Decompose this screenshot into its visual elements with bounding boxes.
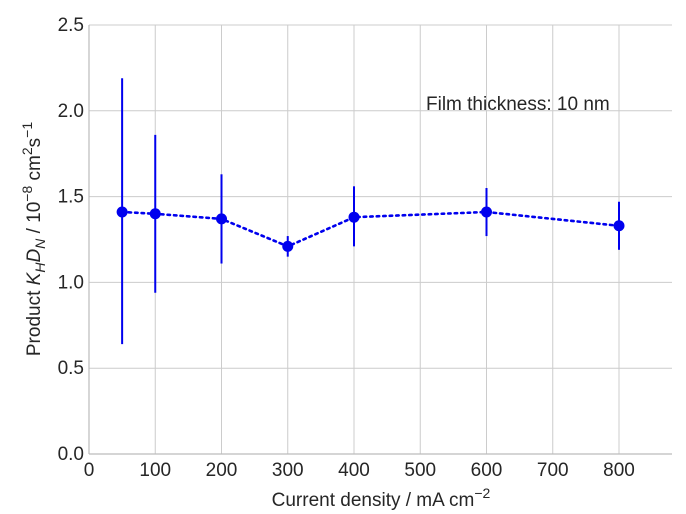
y-axis-label: Product KHDN / 10−8 cm2s−1 [19,122,48,356]
x-axis-label-text: Current density / mA cm [272,490,475,511]
y-tick-label-2: 1.0 [58,272,84,293]
y-tick-labels: 0.0 0.5 1.0 1.5 2.0 2.5 [58,15,84,465]
y-tick-label-1: 0.5 [58,358,84,379]
x-tick-label-3: 300 [272,460,304,481]
y-label-d: D [24,249,45,263]
data-point-0 [116,206,128,218]
x-tick-label-7: 700 [537,460,569,481]
data-point-4 [348,211,360,223]
y-tick-label-5: 2.5 [58,15,84,36]
x-tick-label-6: 600 [471,460,503,481]
y-label-k-sub: H [32,262,48,273]
y-tick-label-4: 2.0 [58,101,84,122]
data-point-2 [216,213,227,225]
y-label-part1: Product [24,285,45,356]
x-axis-label-exponent: −2 [474,485,490,501]
y-label-k: K [24,271,45,285]
y-label-exp2: 2 [19,147,35,155]
data-points [116,206,625,252]
axes [88,25,672,455]
x-tick-label-0: 0 [84,460,95,481]
error-bars [121,78,620,345]
y-label-exp1: −8 [19,186,35,202]
x-tick-label-8: 800 [603,460,635,481]
x-tick-label-4: 400 [338,460,370,481]
y-label-part2: / 10 [24,202,45,239]
x-tick-labels: 0 100 200 300 400 500 600 700 800 [84,460,635,481]
data-point-5 [481,206,492,218]
film-thickness-annotation: Film thickness: 10 nm [426,94,610,115]
grid-lines [88,24,672,455]
y-label-d-sub: N [32,238,48,249]
x-tick-label-5: 500 [404,460,436,481]
y-label-exp3: −1 [19,122,35,138]
data-point-1 [149,208,161,220]
data-point-3 [282,240,294,252]
data-point-6 [613,220,625,232]
series-line [120,210,621,248]
series-line-0 [120,210,621,248]
x-tick-label-1: 100 [139,460,171,481]
y-label-part4: s [24,138,45,148]
x-axis-label: Current density / mA cm−2 [272,485,491,511]
x-tick-label-2: 200 [206,460,238,481]
y-tick-label-3: 1.5 [58,187,84,208]
y-tick-label-0: 0.0 [58,444,84,465]
y-label-part3: cm [24,155,45,186]
